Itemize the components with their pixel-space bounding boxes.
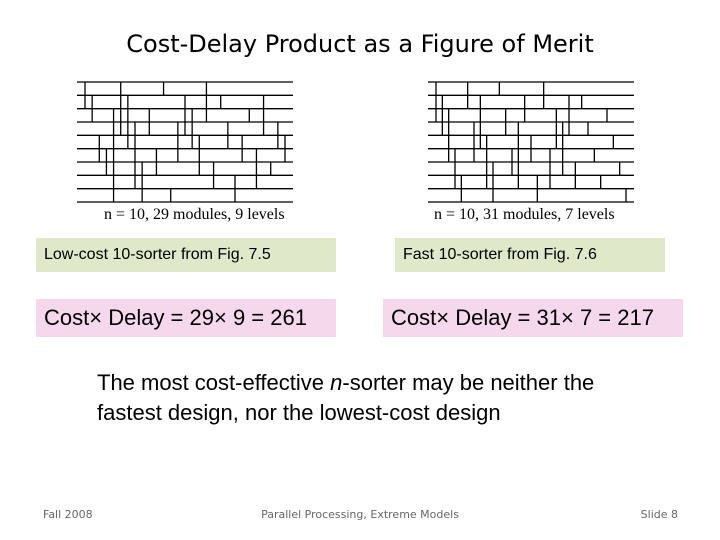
left-network-caption: n = 10, 29 modules, 9 levels [104,206,285,223]
conclusion-text: The most cost-effective n-sorter may be … [97,368,657,428]
conclusion-text-start: The most cost-effective [97,370,331,395]
footer-date: Fall 2008 [43,508,93,521]
right-network-caption: n = 10, 31 modules, 7 levels [434,206,615,223]
conclusion-text-end: -sorter may be neither the fastest desig… [97,370,595,425]
left-sorter-label: Low-cost 10-sorter from Fig. 7.5 [36,238,336,272]
slide-title: Cost-Delay Product as a Figure of Merit [126,30,594,58]
conclusion-text-n: n [330,370,343,395]
left-cost-delay-formula: Cost× Delay = 29× 9 = 261 [36,299,336,337]
footer-slide-number: Slide 8 [640,508,678,521]
right-cost-delay-formula: Cost× Delay = 31× 7 = 217 [383,299,683,337]
left-network-diagram [77,81,293,203]
right-sorter-label: Fast 10-sorter from Fig. 7.6 [395,238,665,272]
left-sorting-network [77,78,293,206]
right-sorting-network [428,78,634,206]
right-network-diagram [428,81,634,203]
footer-course: Parallel Processing, Extreme Models [261,508,459,521]
